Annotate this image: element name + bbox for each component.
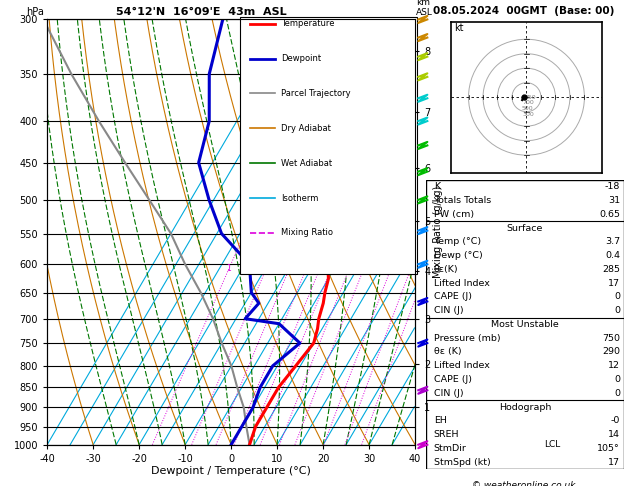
Text: CIN (J): CIN (J) bbox=[434, 306, 464, 315]
Text: PW (cm): PW (cm) bbox=[434, 210, 474, 219]
Text: 54°12'N  16°09'E  43m  ASL: 54°12'N 16°09'E 43m ASL bbox=[116, 7, 287, 17]
Text: 0.4: 0.4 bbox=[605, 251, 620, 260]
Text: 12: 12 bbox=[608, 361, 620, 370]
Text: 4: 4 bbox=[304, 264, 309, 274]
Text: 17: 17 bbox=[608, 278, 620, 288]
Text: 3.7: 3.7 bbox=[605, 237, 620, 246]
Text: Hodograph: Hodograph bbox=[499, 402, 551, 412]
Text: Mixing Ratio: Mixing Ratio bbox=[281, 228, 333, 238]
Text: 2: 2 bbox=[264, 264, 269, 274]
Text: StmSpd (kt): StmSpd (kt) bbox=[434, 458, 491, 467]
Text: 285: 285 bbox=[602, 265, 620, 274]
Text: 750: 750 bbox=[602, 334, 620, 343]
Text: © weatheronline.co.uk: © weatheronline.co.uk bbox=[472, 481, 575, 486]
Text: 3: 3 bbox=[287, 264, 292, 274]
Text: Surface: Surface bbox=[507, 224, 543, 232]
Text: Parcel Trajectory: Parcel Trajectory bbox=[281, 89, 350, 98]
Text: 14: 14 bbox=[608, 430, 620, 439]
Text: 20: 20 bbox=[406, 264, 416, 274]
Text: StmDir: StmDir bbox=[434, 444, 467, 453]
Text: kt: kt bbox=[454, 22, 464, 33]
Text: Temperature: Temperature bbox=[281, 19, 335, 28]
Text: K: K bbox=[434, 182, 440, 191]
Text: 500: 500 bbox=[521, 106, 533, 111]
Text: Wet Adiabat: Wet Adiabat bbox=[281, 158, 332, 168]
Text: CAPE (J): CAPE (J) bbox=[434, 375, 472, 384]
Text: 0.65: 0.65 bbox=[599, 210, 620, 219]
Text: CAPE (J): CAPE (J) bbox=[434, 293, 472, 301]
Text: 31: 31 bbox=[608, 196, 620, 205]
Text: 5: 5 bbox=[317, 264, 322, 274]
Text: 17: 17 bbox=[608, 458, 620, 467]
Text: 0: 0 bbox=[614, 293, 620, 301]
Y-axis label: Mixing Ratio (g/kg): Mixing Ratio (g/kg) bbox=[433, 186, 443, 278]
Text: hPa: hPa bbox=[26, 7, 44, 17]
Text: -18: -18 bbox=[604, 182, 620, 191]
Text: Dewp (°C): Dewp (°C) bbox=[434, 251, 482, 260]
Text: CIN (J): CIN (J) bbox=[434, 389, 464, 398]
Text: Pressure (mb): Pressure (mb) bbox=[434, 334, 501, 343]
Text: 08.05.2024  00GMT  (Base: 00): 08.05.2024 00GMT (Base: 00) bbox=[433, 6, 614, 16]
Text: 6: 6 bbox=[328, 264, 333, 274]
Text: θε (K): θε (K) bbox=[434, 347, 462, 356]
Text: 700: 700 bbox=[523, 101, 535, 105]
Text: Isotherm: Isotherm bbox=[281, 193, 318, 203]
Text: Most Unstable: Most Unstable bbox=[491, 320, 559, 329]
Text: 10: 10 bbox=[359, 264, 369, 274]
Text: 1: 1 bbox=[226, 264, 231, 274]
Text: SREH: SREH bbox=[434, 430, 459, 439]
Text: 850: 850 bbox=[525, 95, 536, 100]
Text: Temp (°C): Temp (°C) bbox=[434, 237, 481, 246]
Text: EH: EH bbox=[434, 417, 447, 425]
Text: θε(K): θε(K) bbox=[434, 265, 459, 274]
Text: -0: -0 bbox=[611, 417, 620, 425]
Text: LCL: LCL bbox=[544, 440, 560, 449]
Text: 15: 15 bbox=[386, 264, 396, 274]
Text: Dewpoint: Dewpoint bbox=[281, 54, 321, 63]
Text: km
ASL: km ASL bbox=[416, 0, 433, 17]
Text: Lifted Index: Lifted Index bbox=[434, 278, 489, 288]
FancyBboxPatch shape bbox=[240, 17, 417, 274]
Text: Totals Totals: Totals Totals bbox=[434, 196, 491, 205]
Text: 290: 290 bbox=[602, 347, 620, 356]
Text: Dry Adiabat: Dry Adiabat bbox=[281, 124, 331, 133]
Text: 8: 8 bbox=[347, 264, 352, 274]
X-axis label: Dewpoint / Temperature (°C): Dewpoint / Temperature (°C) bbox=[151, 467, 311, 476]
Text: 300: 300 bbox=[523, 112, 535, 117]
Text: 0: 0 bbox=[614, 306, 620, 315]
Text: 0: 0 bbox=[614, 375, 620, 384]
Text: 105°: 105° bbox=[598, 444, 620, 453]
Text: Lifted Index: Lifted Index bbox=[434, 361, 489, 370]
Text: 0: 0 bbox=[614, 389, 620, 398]
